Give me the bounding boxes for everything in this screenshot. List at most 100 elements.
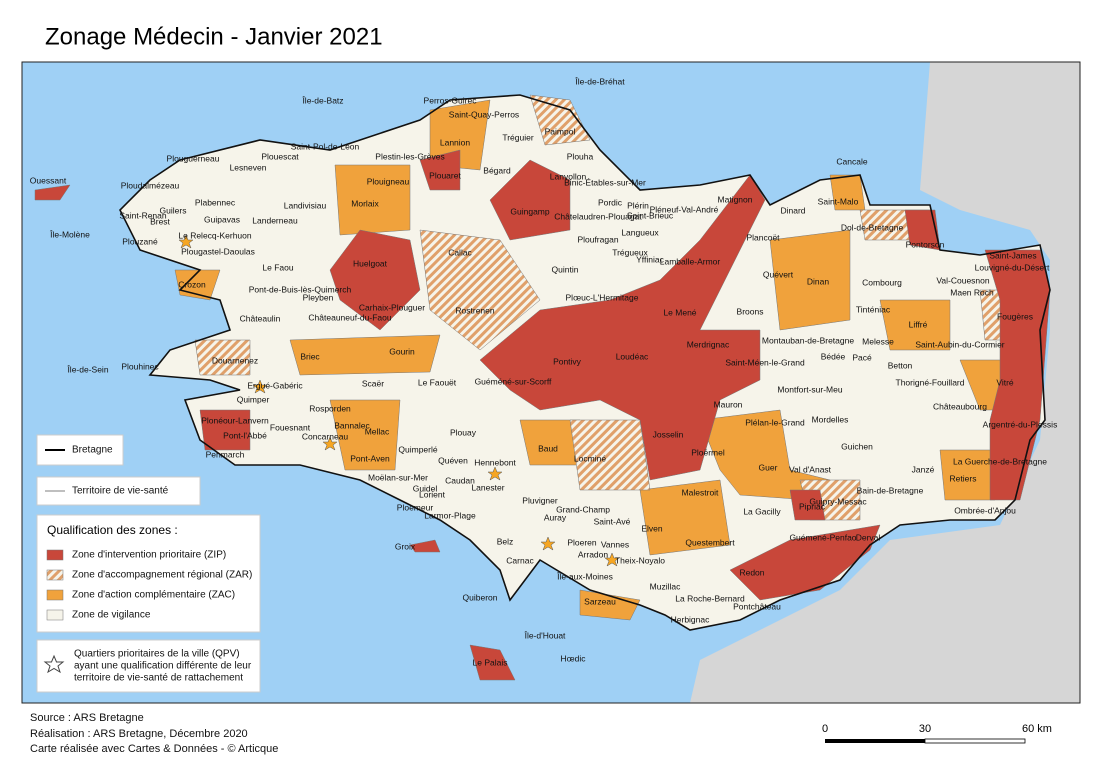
place-label: Plouaret bbox=[429, 170, 461, 180]
place-label: Groix bbox=[395, 541, 416, 551]
place-label: Saint-Brieuc bbox=[627, 210, 674, 220]
place-label: Grand-Champ bbox=[556, 504, 610, 514]
place-label: Val d'Anast bbox=[789, 464, 832, 474]
place-label: Le Palais bbox=[473, 657, 508, 667]
place-label: Île-de-Bréhat bbox=[574, 76, 625, 86]
place-label: Guidel bbox=[413, 483, 438, 493]
place-label: Mauron bbox=[714, 399, 743, 409]
place-label: Ploeren bbox=[567, 537, 597, 547]
place-label: Plérin bbox=[627, 200, 649, 210]
place-label: Plouay bbox=[450, 427, 477, 437]
zone-zip bbox=[34, 184, 71, 201]
place-label: Saint-James bbox=[989, 250, 1036, 260]
place-label: Ploufragan bbox=[577, 234, 618, 244]
zone-zip bbox=[409, 539, 441, 553]
place-label: Auray bbox=[544, 512, 567, 522]
place-label: Elven bbox=[641, 523, 663, 533]
legend-swatch bbox=[46, 549, 64, 561]
place-label: Pluvigner bbox=[522, 495, 558, 505]
place-label: Rosporden bbox=[309, 403, 351, 413]
place-label: Josselin bbox=[653, 429, 684, 439]
legend: Bretagne Territoire de vie-santé Qualifi… bbox=[36, 434, 261, 693]
place-label: Baud bbox=[538, 443, 558, 453]
qpv-stars bbox=[178, 234, 620, 567]
place-label: Plouescat bbox=[261, 151, 299, 161]
place-label: Val-Couesnon bbox=[936, 275, 990, 285]
place-label: Fougères bbox=[997, 311, 1033, 321]
place-label: Briec bbox=[300, 351, 320, 361]
zone-zac bbox=[579, 589, 641, 621]
place-label: Guémené-Penfao bbox=[789, 532, 856, 542]
place-label: Rostrenen bbox=[455, 305, 494, 315]
place-label: La Roche-Bernard bbox=[675, 593, 745, 603]
place-label: Tréguier bbox=[502, 132, 534, 142]
place-label: Callac bbox=[448, 247, 472, 257]
place-label: Penmarch bbox=[206, 449, 245, 459]
place-label: Pipriac bbox=[799, 501, 826, 511]
place-label: Bannalec bbox=[334, 420, 370, 430]
place-label: Plouha bbox=[567, 151, 594, 161]
place-label: Thorigné-Fouillard bbox=[896, 377, 965, 387]
place-label: Saint-Pol-de-Léon bbox=[291, 141, 360, 151]
place-label: Langueux bbox=[621, 227, 659, 237]
place-label: Pontchâteau bbox=[733, 601, 781, 611]
footer-source: Source : ARS Bretagne bbox=[30, 712, 144, 724]
zone-zip bbox=[199, 409, 251, 451]
zone-zar bbox=[194, 339, 251, 376]
scale-label: 0 bbox=[822, 723, 828, 735]
place-label: Lesneven bbox=[230, 162, 267, 172]
place-label: Cancale bbox=[836, 156, 867, 166]
place-label: Pleyben bbox=[303, 292, 334, 302]
place-label: Maen Roch bbox=[950, 287, 994, 297]
place-label: Malestroit bbox=[682, 487, 719, 497]
bretagne-boundary bbox=[119, 94, 1051, 631]
place-label: Lanvollon bbox=[550, 171, 587, 181]
place-label: Île-de-Batz bbox=[301, 95, 343, 105]
place-label: Carhaix-Plouguer bbox=[359, 302, 425, 312]
zone-zac bbox=[329, 399, 401, 471]
zone-zac bbox=[639, 479, 731, 556]
place-label: Argentré-du-Plessis bbox=[983, 419, 1058, 429]
place-label: Saint-Avé bbox=[594, 516, 631, 526]
place-label: Châteaulin bbox=[240, 313, 281, 323]
zone-zac bbox=[289, 334, 441, 376]
zone-zip bbox=[479, 174, 766, 481]
place-label: Trégueux bbox=[612, 247, 648, 257]
place-label: Landivisiau bbox=[284, 200, 327, 210]
place-label: Merdrignac bbox=[687, 339, 730, 349]
legend-qpv: Quartiers prioritaires de la ville (QPV) bbox=[74, 649, 240, 660]
legend-swatch bbox=[46, 569, 64, 581]
place-label: Montauban-de-Bretagne bbox=[762, 335, 854, 345]
zone-zar bbox=[419, 229, 541, 351]
place-label: Plouhinec bbox=[121, 361, 159, 371]
legend-qpv: ayant une qualification différente de le… bbox=[74, 661, 252, 672]
place-label: Theix-Noyalo bbox=[615, 555, 665, 565]
place-label: Binic-Étables-sur-Mer bbox=[564, 177, 646, 187]
place-label: Plélan-le-Grand bbox=[745, 417, 805, 427]
legend-label: Bretagne bbox=[72, 445, 113, 456]
place-label: Guilers bbox=[160, 205, 187, 215]
place-label: Quimper bbox=[237, 394, 270, 404]
place-label: Liffré bbox=[909, 319, 928, 329]
place-label: Châteauneuf-du-Faou bbox=[308, 312, 391, 322]
map-title: Zonage Médecin - Janvier 2021 bbox=[45, 23, 383, 50]
legend-box bbox=[36, 514, 261, 633]
place-label: Questembert bbox=[685, 537, 735, 547]
place-label: Saint-Quay-Perros bbox=[449, 109, 519, 119]
legend-qpv: territoire de vie-santé de rattachement bbox=[74, 673, 243, 684]
place-label: Yffiniac bbox=[636, 254, 664, 264]
place-label: Tinténiac bbox=[856, 304, 891, 314]
place-label: Morlaix bbox=[351, 198, 379, 208]
zone-zar bbox=[569, 419, 651, 491]
place-label: Fouesnant bbox=[270, 422, 311, 432]
zone-zac bbox=[429, 99, 491, 171]
place-label: Pont-de-Buis-lès-Quimerch bbox=[249, 284, 352, 294]
place-label: Lanester bbox=[471, 482, 504, 492]
place-label: La Gacilly bbox=[743, 506, 781, 516]
footer-credit: Réalisation : ARS Bretagne, Décembre 202… bbox=[30, 728, 248, 740]
footer-credit: Carte réalisée avec Cartes & Données - ©… bbox=[30, 743, 278, 755]
legend-label: Zone de vigilance bbox=[72, 610, 151, 621]
place-label: Quintin bbox=[552, 264, 579, 274]
zone-zac bbox=[334, 164, 411, 236]
